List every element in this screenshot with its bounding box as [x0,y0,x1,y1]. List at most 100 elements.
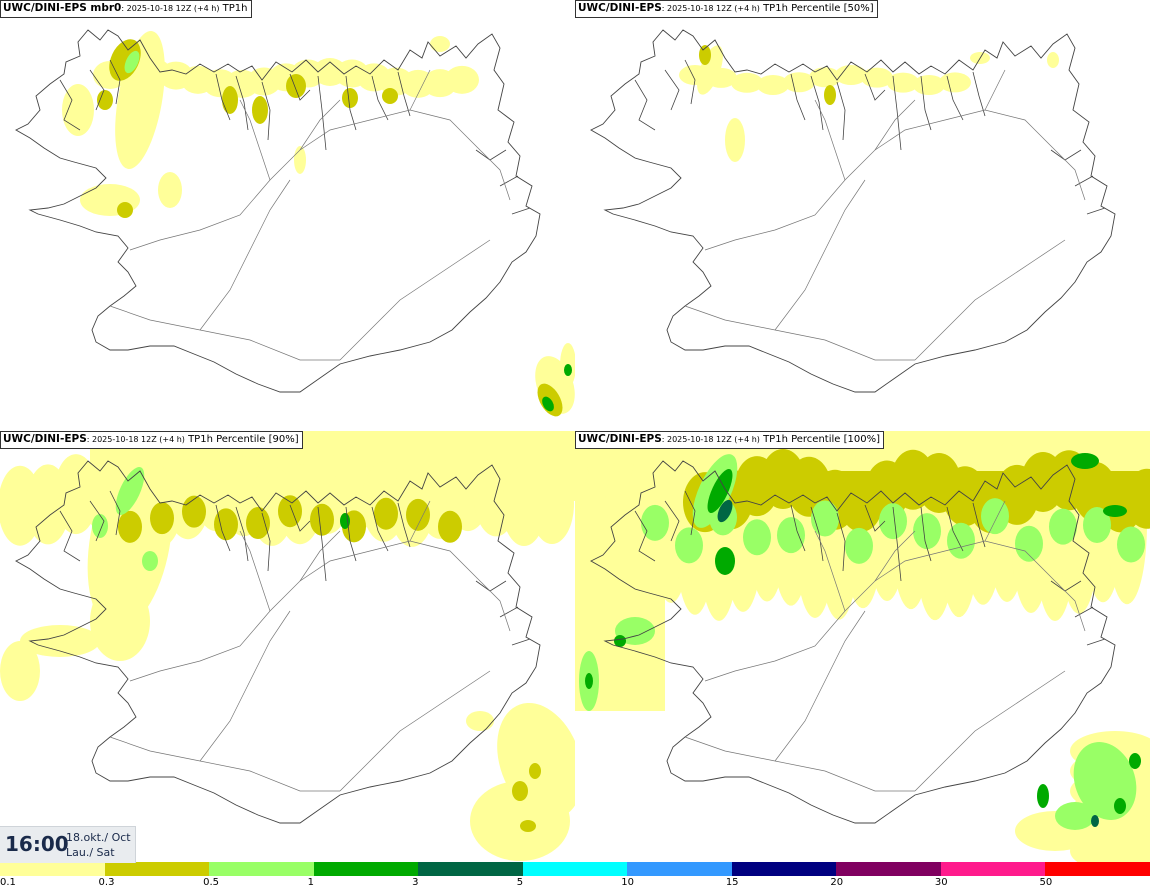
fjord-line [892,75,902,151]
road-line [239,530,271,612]
precip-area [466,711,494,731]
fjord-line [790,73,806,121]
fjord-line [946,75,964,121]
fjord-line [664,69,680,111]
fjord-line [59,79,81,131]
precip-area [809,67,841,88]
legend-tick-label: 30 [934,877,948,888]
run-time: : 2025-10-18 12Z (+4 h) [661,4,760,13]
road-line [774,610,866,762]
panel-title: UWC/DINI-EPS: 2025-10-18 12Z (+4 h) TP1h… [575,0,878,18]
fjord-line [475,580,507,592]
precip-area [887,72,919,93]
precip-area [1083,506,1111,543]
precip-area [374,497,398,530]
model-name: UWC/DINI-EPS [3,433,87,445]
fjord-line [345,506,357,562]
fjord-line [1074,175,1094,187]
fjord-line [684,490,696,536]
road-line [109,736,340,792]
fjord-line [1074,606,1094,618]
precip-area [675,527,703,564]
road-line [299,99,341,151]
precip-area [1055,802,1095,830]
valid-hour: 16:00 [5,832,69,856]
run-time: : 2025-10-18 12Z (+4 h) [661,435,760,444]
precip-area [246,507,270,540]
precip-area [824,85,836,105]
precip-area [861,67,893,88]
precip-area [775,471,1150,501]
road-line [984,500,1006,542]
precip-area [641,504,669,541]
legend-swatch [104,862,210,876]
precip-area [92,514,108,538]
fjord-line [475,149,507,161]
precip-area [512,781,528,801]
road-line [1054,149,1086,201]
legend-swatch [0,862,105,876]
valid-date: 18.okt./ Oct [66,831,131,844]
precip-area [717,499,733,523]
fjord-line [89,69,105,111]
legend-tick-label: 15 [725,877,739,888]
precip-area [530,463,574,544]
run-time: : 2025-10-18 12Z (+4 h) [121,4,220,13]
precip-area [142,551,158,571]
run-time: : 2025-10-18 12Z (+4 h) [86,435,185,444]
fjord-line [499,606,519,618]
legend-swatch [836,862,941,876]
legend-tick-label: 0.1 [0,877,16,888]
fjord-line [892,506,902,582]
panel-title: UWC/DINI-EPS: 2025-10-18 12Z (+4 h) TP1h… [575,431,884,449]
fjord-line [109,59,121,105]
fjord-line [261,81,271,141]
field-name: TP1h [219,3,248,14]
panel-title: UWC/DINI-EPS: 2025-10-18 12Z (+4 h) TP1h… [0,431,303,449]
precip-map [590,29,1116,393]
road-line [874,99,916,151]
precip-area [1103,505,1127,517]
road-line [339,239,491,361]
precip-area [278,495,302,528]
field-name: TP1h Percentile [50%] [759,3,874,14]
road-line [874,530,916,582]
map-panel-p100: UWC/DINI-EPS: 2025-10-18 12Z (+4 h) TP1h… [575,431,1150,862]
fjord-line [109,490,121,536]
road-line [199,610,291,762]
precip-area [835,65,867,86]
precip-area [438,510,462,543]
road-line [409,500,431,542]
precip-area [879,503,907,540]
fjord-line [261,512,271,572]
road-line [299,530,341,582]
fjord-line [289,73,311,101]
road-line [479,580,511,632]
fjord-line [790,504,806,552]
fjord-line [1086,638,1106,646]
fjord-line [634,79,656,131]
precip-area [182,495,206,528]
fjord-line [864,73,886,101]
fjord-line [345,75,357,131]
coastline [15,29,541,393]
legend-colorbar [0,862,1150,876]
fjord-line [946,506,964,552]
model-name: UWC/DINI-EPS [578,433,662,445]
precip-area [783,72,815,93]
fjord-line [864,504,886,532]
precip-area [310,503,334,536]
map-panel-p90: UWC/DINI-EPS: 2025-10-18 12Z (+4 h) TP1h… [0,431,575,862]
model-name: UWC/DINI-EPS [578,2,662,14]
precip-area [520,820,536,832]
precip-area [1047,52,1059,68]
precip-area [981,498,1009,535]
precip-area [286,74,306,98]
precip-area [430,36,450,52]
legend-tick-label: 20 [830,877,844,888]
precip-area [699,45,711,65]
fjord-line [89,500,105,542]
fjord-line [634,510,656,562]
road-line [339,670,491,792]
road-line [199,179,291,331]
